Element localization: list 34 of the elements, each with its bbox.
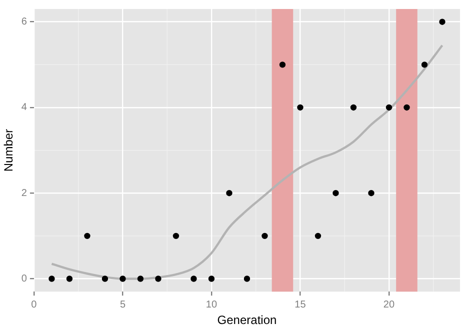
point [314, 232, 322, 240]
point [279, 62, 286, 68]
point [368, 190, 374, 196]
point [120, 276, 126, 282]
y-axis-title: Number [2, 128, 16, 172]
x-tick-label: 15 [294, 299, 306, 310]
x-tick-label: 0 [31, 299, 38, 310]
point [421, 62, 428, 68]
point [102, 276, 108, 282]
point [350, 104, 357, 111]
point [439, 18, 446, 25]
x-tick-label: 5 [120, 299, 126, 310]
x-tick-label: 10 [206, 299, 218, 310]
point [244, 276, 250, 282]
point [404, 104, 410, 111]
x-tick-label: 20 [383, 299, 395, 310]
y-tick-label: 4 [21, 102, 28, 114]
point [297, 104, 304, 111]
x-axis-title: Generation [217, 313, 277, 328]
point [208, 276, 215, 282]
point [84, 232, 90, 240]
point [190, 276, 197, 282]
point [332, 190, 339, 196]
point [137, 276, 144, 282]
y-tick-label: 0 [21, 274, 28, 285]
point [66, 276, 73, 282]
point [155, 276, 162, 282]
point [172, 232, 180, 240]
point [226, 190, 232, 196]
y-tick-label: 6 [21, 16, 28, 28]
point [262, 232, 268, 240]
point [386, 104, 392, 111]
y-tick-label: 2 [21, 188, 28, 199]
point [48, 276, 55, 282]
